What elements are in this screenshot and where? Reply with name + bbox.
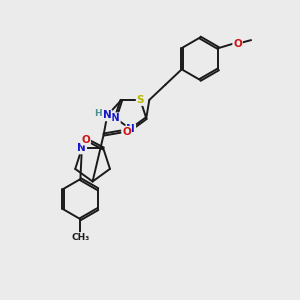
Text: O: O bbox=[81, 135, 90, 145]
Text: H: H bbox=[94, 109, 102, 118]
Text: O: O bbox=[233, 39, 242, 49]
Text: N: N bbox=[111, 113, 120, 123]
Text: O: O bbox=[122, 127, 131, 136]
Text: N: N bbox=[77, 143, 86, 154]
Text: CH₃: CH₃ bbox=[71, 233, 89, 242]
Text: N: N bbox=[103, 110, 112, 120]
Text: S: S bbox=[136, 95, 144, 105]
Text: N: N bbox=[127, 124, 135, 134]
